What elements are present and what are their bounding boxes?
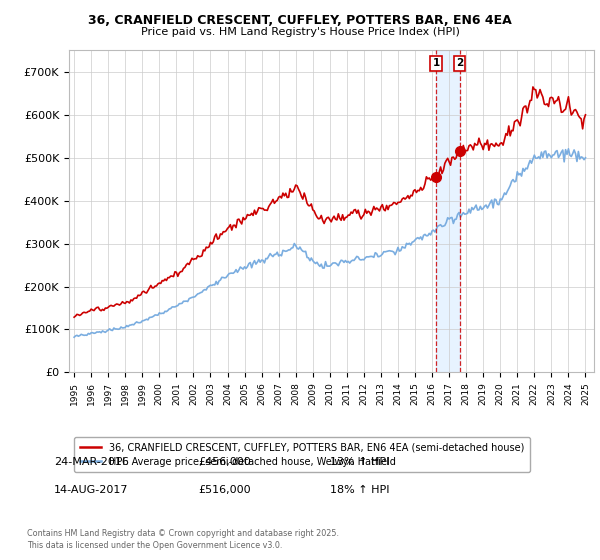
Bar bbox=[436, 50, 460, 372]
Text: 13% ↑ HPI: 13% ↑ HPI bbox=[330, 457, 389, 467]
Text: Contains HM Land Registry data © Crown copyright and database right 2025.
This d: Contains HM Land Registry data © Crown c… bbox=[27, 529, 339, 550]
Text: 36, CRANFIELD CRESCENT, CUFFLEY, POTTERS BAR, EN6 4EA: 36, CRANFIELD CRESCENT, CUFFLEY, POTTERS… bbox=[88, 14, 512, 27]
Text: 24-MAR-2016: 24-MAR-2016 bbox=[54, 457, 129, 467]
Text: 2: 2 bbox=[456, 58, 463, 68]
Legend: 36, CRANFIELD CRESCENT, CUFFLEY, POTTERS BAR, EN6 4EA (semi-detached house), HPI: 36, CRANFIELD CRESCENT, CUFFLEY, POTTERS… bbox=[74, 437, 530, 473]
Text: 1: 1 bbox=[433, 58, 440, 68]
Text: 14-AUG-2017: 14-AUG-2017 bbox=[54, 485, 128, 495]
Text: £456,000: £456,000 bbox=[198, 457, 251, 467]
Text: 18% ↑ HPI: 18% ↑ HPI bbox=[330, 485, 389, 495]
Text: £516,000: £516,000 bbox=[198, 485, 251, 495]
Text: Price paid vs. HM Land Registry's House Price Index (HPI): Price paid vs. HM Land Registry's House … bbox=[140, 27, 460, 37]
